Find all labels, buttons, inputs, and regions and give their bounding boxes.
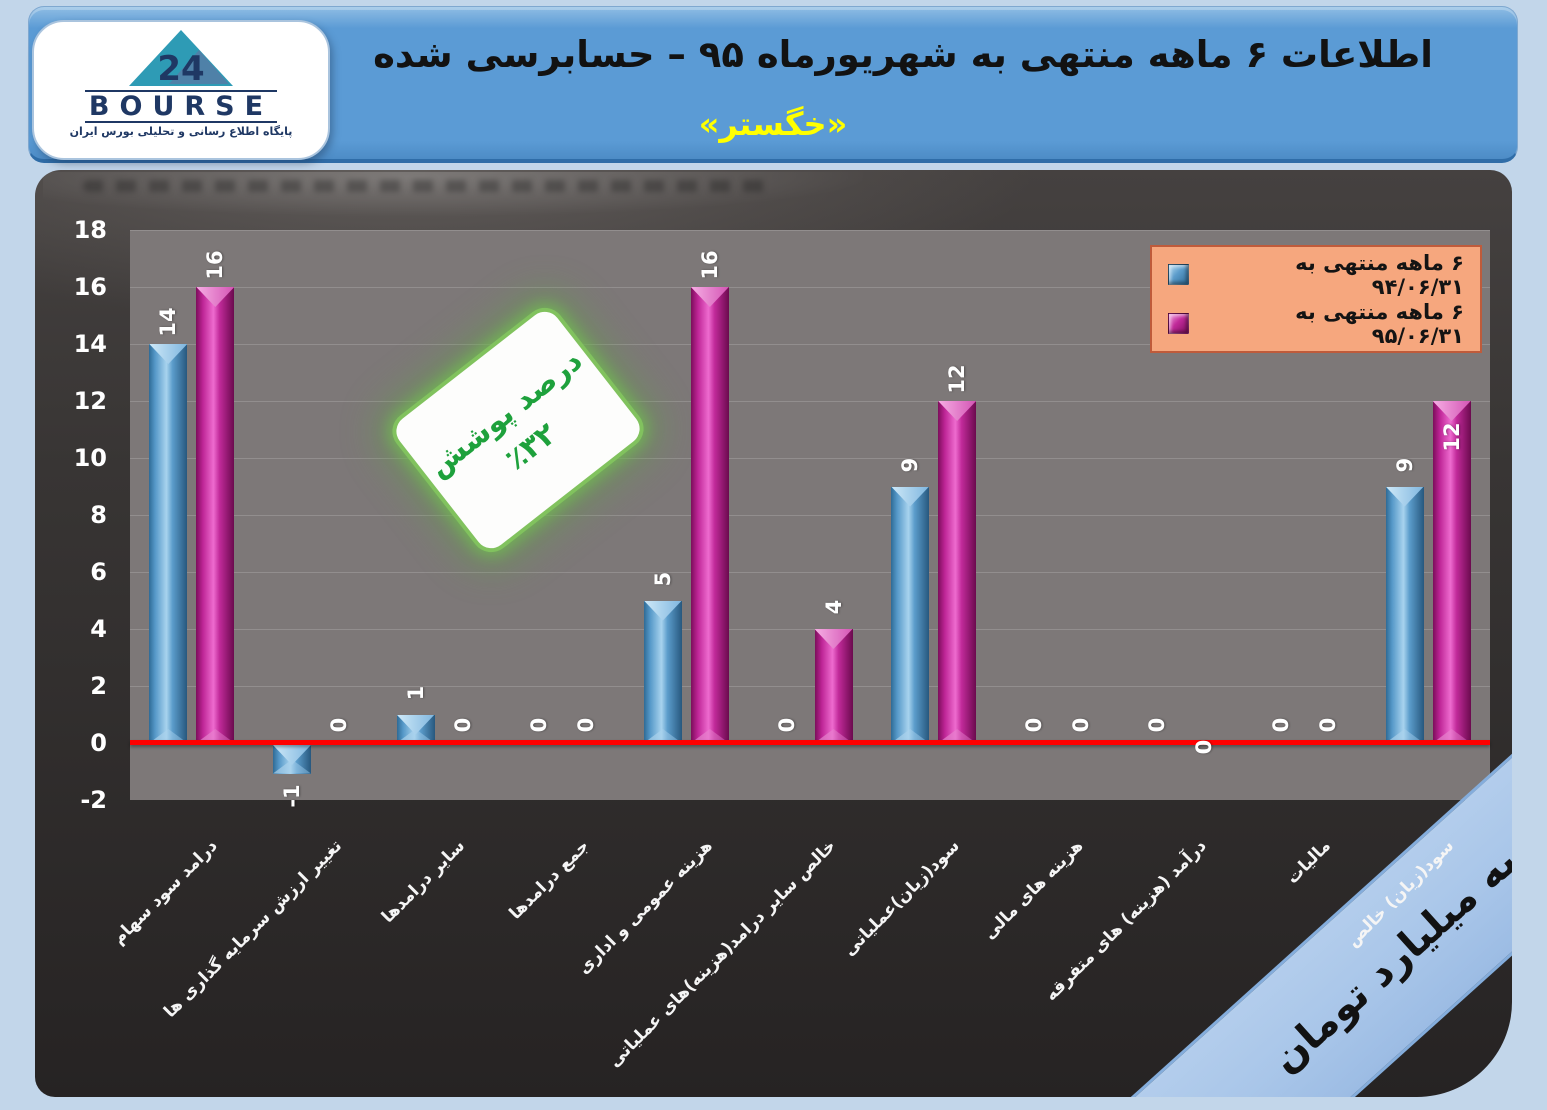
value-label-text: 0 — [1269, 717, 1294, 733]
chart-area: ۶ ماهه منتهی به ۹۴/۰۶/۳۱ ۶ ماهه منتهی به … — [35, 170, 1512, 1097]
value-label-text: -1 — [279, 783, 304, 808]
value-label-text: 1 — [403, 685, 428, 700]
y-tick-label: 6 — [90, 558, 107, 586]
y-tick-label: 4 — [90, 615, 107, 643]
value-label-text: 0 — [1021, 717, 1046, 733]
bar-magenta — [1432, 401, 1471, 743]
value-label-text: 16 — [203, 250, 228, 280]
brand-tagline: پایگاه اطلاع رسانی و تحلیلی بورس ایران — [69, 125, 293, 138]
svg-text:24: 24 — [157, 49, 204, 89]
x-category-label-text: سود(زیان)عملیاتی — [839, 836, 964, 961]
x-category-label-text: هزینه عمومی و اداری — [574, 836, 717, 979]
value-label-text: 9 — [898, 457, 923, 472]
y-tick-label: -2 — [80, 786, 107, 814]
value-label-text: 12 — [1439, 422, 1464, 452]
value-label-text: 0 — [450, 717, 475, 733]
zero-line — [130, 740, 1490, 745]
legend-item-label: ۶ ماهه منتهی به ۹۵/۰۶/۳۱ — [1295, 299, 1464, 348]
units-ribbon-label: ارقام به میلیارد تومان — [1262, 757, 1512, 1083]
y-tick-label: 14 — [73, 330, 107, 358]
value-label-text: 0 — [1068, 717, 1093, 733]
logo: 24 BOURSE پایگاه اطلاع رسانی و تحلیلی بو… — [32, 20, 330, 160]
bar-blue — [272, 745, 311, 774]
x-category-label-text: هزینه های مالی — [979, 836, 1088, 944]
legend-marker-icon — [1168, 313, 1189, 334]
y-tick-label: 10 — [73, 444, 107, 472]
legend-item: ۶ ماهه منتهی به ۹۵/۰۶/۳۱ — [1152, 299, 1480, 348]
y-tick-label: 0 — [90, 729, 107, 757]
bar-blue — [891, 486, 930, 743]
value-label-text: 4 — [821, 599, 846, 615]
y-tick-label: 12 — [73, 387, 107, 415]
value-label-text: 0 — [527, 717, 552, 733]
brand-name: BOURSE — [84, 90, 278, 123]
value-label-text: 5 — [650, 571, 675, 586]
value-label-text: 0 — [1316, 717, 1341, 733]
ghost-smudge — [43, 172, 863, 216]
brand-triangle-icon: 24 — [129, 30, 233, 89]
value-label-text: 12 — [945, 364, 970, 394]
y-tick-label: 16 — [73, 273, 107, 301]
bar-blue — [396, 714, 435, 743]
x-category-label-text: سایر درامدها — [378, 836, 470, 928]
bar-magenta — [690, 287, 729, 743]
x-category-label-text: مالیات — [1282, 836, 1335, 889]
legend: ۶ ماهه منتهی به ۹۴/۰۶/۳۱ ۶ ماهه منتهی به … — [1150, 245, 1482, 353]
value-label-text: 14 — [156, 307, 181, 337]
value-label-text: 0 — [1192, 739, 1217, 755]
bar-blue — [643, 600, 682, 743]
bar-blue — [149, 344, 188, 743]
value-label-text: 0 — [1145, 717, 1170, 733]
value-label-text: 0 — [574, 717, 599, 733]
x-category-label-text: خالص سایر درامد(هزینه)های عملیاتی — [604, 836, 841, 1072]
value-label-text: 9 — [1392, 457, 1417, 472]
bar-magenta — [938, 401, 977, 743]
y-tick-label: 2 — [90, 672, 107, 700]
legend-marker-icon — [1168, 264, 1189, 285]
plot-area — [130, 230, 1490, 800]
ticker-badge: «خگستر» — [698, 105, 848, 143]
bar-blue — [1385, 486, 1424, 743]
y-tick-label: 18 — [73, 216, 107, 244]
value-label-text: 0 — [326, 717, 351, 733]
bar-magenta — [814, 629, 853, 743]
legend-item: ۶ ماهه منتهی به ۹۴/۰۶/۳۱ — [1152, 250, 1480, 299]
y-tick-label: 8 — [90, 501, 107, 529]
legend-item-label: ۶ ماهه منتهی به ۹۴/۰۶/۳۱ — [1295, 250, 1464, 299]
x-category-label-text: جمع درامدها — [505, 836, 593, 924]
value-label-text: 0 — [774, 717, 799, 733]
value-label-text: 16 — [697, 250, 722, 280]
chart-title: اطلاعات ۶ ماهه منتهی به شهریورماه ۹۵ – ح… — [373, 33, 1433, 76]
bar-magenta — [196, 287, 235, 743]
x-category-label-text: درامد سود سهام — [109, 836, 222, 949]
